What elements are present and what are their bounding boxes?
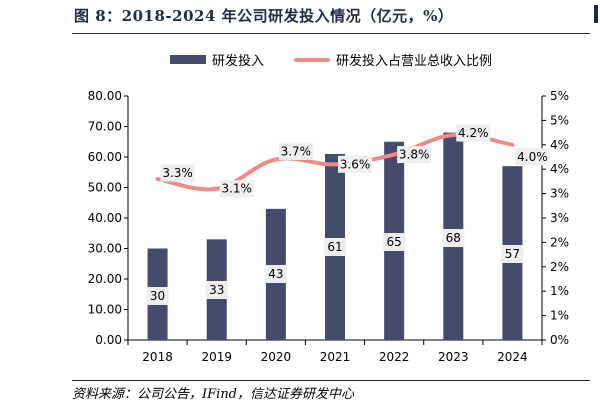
x-tick-label: 2019 xyxy=(201,350,232,364)
right-tick-label: 1% xyxy=(550,284,569,298)
left-tick-label: 0.00 xyxy=(95,333,122,347)
line-label-box xyxy=(456,124,491,142)
bar-label-box xyxy=(324,238,346,256)
line-label-box xyxy=(278,142,313,160)
line-label-box xyxy=(397,146,432,164)
right-tick-label: 2% xyxy=(550,260,569,274)
bar-label-box xyxy=(205,281,228,299)
bar-data-label: 68 xyxy=(446,231,461,245)
legend-item-bar: 研发投入 xyxy=(170,50,264,69)
legend-item-line: 研发投入占营业总收入比例 xyxy=(294,50,492,69)
left-tick-label: 60.00 xyxy=(88,150,122,164)
right-tick-label: 4% xyxy=(550,162,569,176)
legend-swatch-bar xyxy=(170,55,206,64)
line-data-label: 3.3% xyxy=(162,166,193,180)
bar-data-label: 57 xyxy=(505,247,520,261)
title-divider xyxy=(72,33,590,34)
left-tick-label: 20.00 xyxy=(88,272,122,286)
right-tick-label: 4% xyxy=(550,138,569,152)
line-label-box xyxy=(338,155,372,173)
bar-data-label: 33 xyxy=(209,283,224,297)
line-data-label: 3.1% xyxy=(221,182,252,196)
x-tick-label: 2018 xyxy=(142,350,173,364)
legend-label-bar: 研发投入 xyxy=(212,54,265,69)
right-tick-label: 0% xyxy=(550,333,569,347)
line-data-label: 3.6% xyxy=(340,157,371,171)
bar-data-label: 30 xyxy=(150,289,165,303)
right-tick-label: 5% xyxy=(550,89,569,103)
line-data-label: 4.0% xyxy=(517,150,548,164)
line-data-label: 3.8% xyxy=(399,148,430,162)
legend-swatch-line xyxy=(294,57,330,62)
line-data-label: 3.7% xyxy=(281,144,312,158)
left-tick-label: 30.00 xyxy=(88,242,122,256)
bar-data-label: 43 xyxy=(268,267,283,281)
line-label-box xyxy=(160,164,195,182)
bar-data-label: 65 xyxy=(387,235,402,249)
left-tick-label: 50.00 xyxy=(88,181,122,195)
x-tick-label: 2024 xyxy=(497,350,528,364)
line-label-box xyxy=(219,180,254,198)
left-tick-label: 10.00 xyxy=(88,303,122,317)
left-tick-label: 40.00 xyxy=(88,211,122,225)
line-data-label: 4.2% xyxy=(458,126,489,140)
bar-label-box xyxy=(442,229,465,247)
x-tick-label: 2020 xyxy=(261,350,292,364)
x-tick-label: 2022 xyxy=(379,350,410,364)
legend-label-line: 研发投入占营业总收入比例 xyxy=(336,54,493,69)
line-label-box xyxy=(515,148,550,166)
right-tick-label: 2% xyxy=(550,235,569,249)
source-note: 资料来源：公司公告，IFind，信达证券研发中心 xyxy=(72,387,355,402)
ratio-line xyxy=(155,132,515,192)
chart-title: 图 8：2018-2024 年公司研发投入情况（亿元，%） xyxy=(74,7,454,25)
bar-label-box xyxy=(383,233,406,251)
right-tick-label: 3% xyxy=(550,187,569,201)
bar-data-label: 61 xyxy=(327,240,342,254)
right-tick-label: 1% xyxy=(550,309,569,323)
x-tick-label: 2021 xyxy=(320,350,351,364)
right-tick-label: 3% xyxy=(550,211,569,225)
x-tick-label: 2023 xyxy=(438,350,469,364)
bar-label-box xyxy=(146,287,169,305)
source-divider xyxy=(72,380,590,381)
page-edge-mark xyxy=(594,5,598,23)
left-tick-label: 70.00 xyxy=(88,120,122,134)
left-tick-label: 80.00 xyxy=(88,89,122,103)
right-tick-label: 5% xyxy=(550,113,569,127)
bar-label-box xyxy=(264,265,287,283)
bar-label-box xyxy=(501,245,524,263)
chart-legend: 研发投入 研发投入占营业总收入比例 xyxy=(0,50,600,70)
